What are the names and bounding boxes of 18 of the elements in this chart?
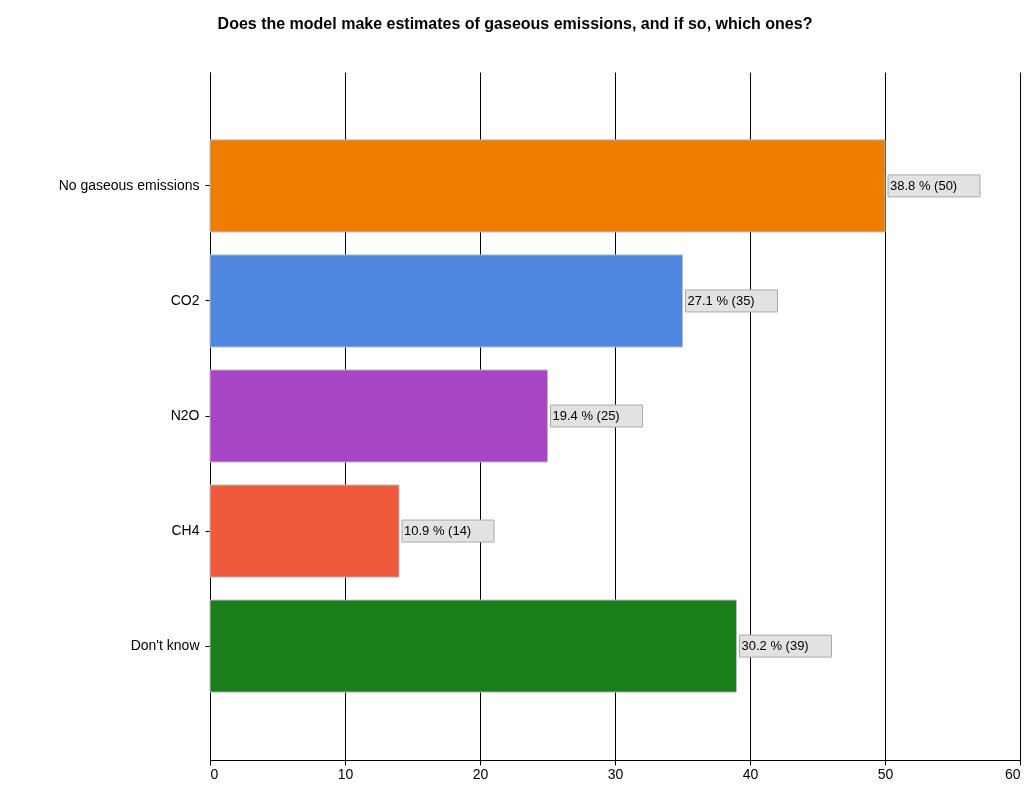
y-tick-label: Don't know bbox=[130, 637, 201, 654]
x-tick-label: 40 bbox=[742, 765, 759, 782]
x-tick-label: 10 bbox=[337, 765, 354, 782]
data-label: 30.2 % (39) bbox=[741, 638, 809, 654]
data-label: 38.8 % (50) bbox=[890, 177, 958, 193]
x-tick-label: 20 bbox=[472, 765, 489, 782]
y-tick-label: CH4 bbox=[171, 522, 200, 539]
x-tick-label: 50 bbox=[877, 765, 894, 782]
data-label: 27.1 % (35) bbox=[687, 292, 755, 308]
x-tick-label: 30 bbox=[607, 765, 624, 782]
y-tick-label: CO2 bbox=[170, 291, 200, 308]
x-tick-label: 0 bbox=[210, 765, 219, 782]
y-tick-label: N2O bbox=[170, 407, 200, 423]
y-tick-label: No gaseous emissions bbox=[58, 176, 200, 193]
chart-title: Does the model make estimates of gaseous emissions, and if so, which ones? bbox=[217, 15, 813, 32]
x-tick-label: 60 bbox=[1004, 765, 1021, 782]
data-label: 10.9 % (14) bbox=[404, 523, 472, 539]
data-label: 19.4 % (25) bbox=[552, 408, 620, 423]
